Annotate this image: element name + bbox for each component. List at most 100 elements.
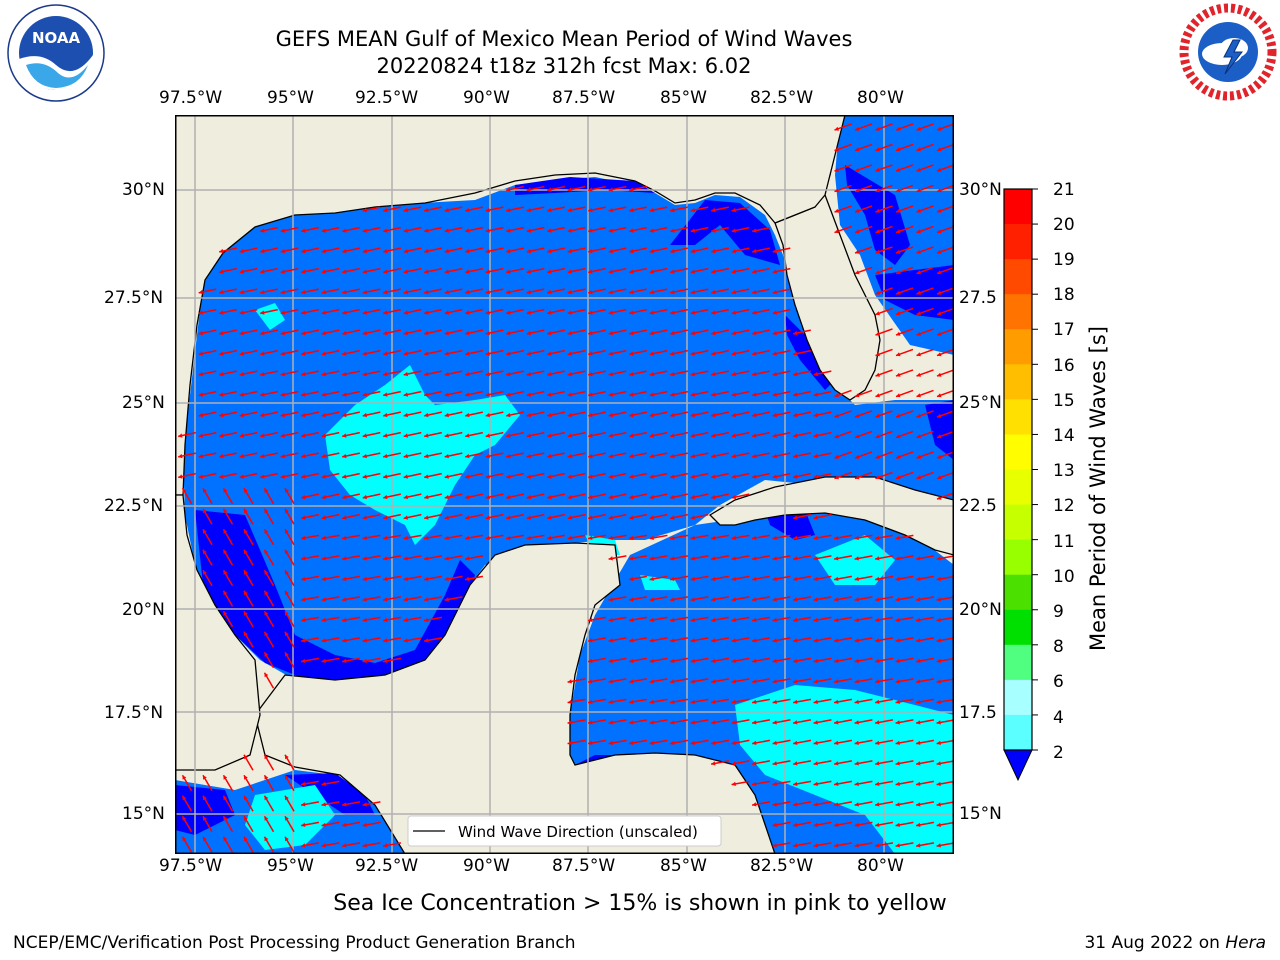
- wave-arrow-head: [649, 269, 654, 274]
- wave-arrow-head: [916, 413, 921, 418]
- wave-arrow-head: [895, 679, 900, 684]
- wave-arrow-head: [588, 658, 593, 663]
- wave-arrow-head: [813, 371, 818, 377]
- wave-arrow-head: [239, 269, 244, 274]
- wave-arrow-head: [301, 822, 306, 827]
- wave-arrow-head: [588, 535, 593, 540]
- lat-tick-right: 22.5: [959, 496, 997, 516]
- cuba: [708, 476, 954, 556]
- wave-arrow-head: [219, 269, 224, 274]
- colorbar-tick: 14: [1053, 426, 1075, 446]
- wave-arrow-head: [424, 474, 429, 479]
- wave-arrow-head: [711, 474, 716, 479]
- wave-arrow-head: [567, 494, 572, 500]
- wave-arrow-head: [690, 453, 695, 459]
- wave-arrow-head: [895, 720, 900, 725]
- wave-arrow-head: [264, 775, 269, 780]
- wave-arrow-head: [916, 576, 921, 581]
- wave-arrow-head: [239, 371, 244, 377]
- date-stamp: 31 Aug 2022 on Hera: [1084, 933, 1266, 953]
- wave-arrow-head: [834, 740, 839, 745]
- wave-arrow-head: [752, 740, 757, 745]
- colorbar-bin: [1004, 329, 1032, 365]
- wave-arrow-head: [260, 433, 265, 438]
- wave-arrow-head: [936, 576, 941, 581]
- wave-arrow-head: [896, 413, 901, 418]
- wave-arrow-head: [752, 453, 757, 459]
- wave-arrow-head: [752, 617, 757, 622]
- wave-arrow-head: [444, 556, 449, 561]
- colorbar-bin: [1004, 679, 1032, 716]
- wave-arrow-head: [588, 720, 593, 725]
- wave-arrow-head: [485, 371, 490, 377]
- wave-arrow-head: [854, 576, 859, 581]
- wave-arrow-head: [383, 474, 388, 479]
- wave-arrow-head: [937, 352, 942, 357]
- wave-arrow-head: [690, 248, 695, 254]
- colorbar-bin: [1004, 574, 1032, 611]
- lon-tick-bottom: 90°W: [463, 856, 510, 876]
- wave-arrow-head: [711, 597, 716, 602]
- wave-arrow-head: [588, 351, 593, 356]
- wave-arrow-head: [506, 453, 511, 459]
- wave-arrow-head: [244, 508, 248, 514]
- wave-arrow-head: [485, 310, 490, 315]
- wave-arrow-head: [444, 248, 449, 254]
- wave-arrow-head: [506, 228, 511, 233]
- wave-arrow-head: [264, 570, 269, 575]
- wave-arrow-head: [223, 570, 228, 575]
- wave-arrow-head: [342, 535, 347, 540]
- wave-arrow-head: [444, 228, 449, 233]
- wave-arrow-head: [260, 330, 265, 336]
- wave-arrow-head: [526, 392, 531, 397]
- wave-arrow-head: [875, 535, 880, 540]
- wave-arrow-head: [649, 433, 654, 438]
- wave-arrow-head: [936, 761, 941, 766]
- wave-arrow-head: [219, 412, 224, 418]
- wave-arrow-head: [916, 679, 921, 684]
- wave-arrow-head: [937, 290, 942, 295]
- wave-arrow-head: [383, 289, 388, 295]
- wave-arrow-head: [203, 775, 207, 780]
- wave-arrow-head: [485, 289, 490, 295]
- wave-arrow-head: [342, 658, 347, 663]
- wave-arrow-head: [203, 508, 207, 514]
- wave-arrow-head: [711, 740, 716, 745]
- wave-arrow-head: [896, 188, 901, 193]
- wave-arrow-head: [444, 289, 449, 295]
- lon-tick-bottom: 92.5°W: [355, 856, 419, 876]
- wave-arrow-head: [362, 474, 367, 479]
- colorbar-bin: [1004, 539, 1032, 576]
- wave-arrow-head: [608, 412, 613, 418]
- wave-arrow-head: [936, 556, 941, 561]
- wave-arrow-head: [670, 658, 675, 663]
- wave-arrow-head: [547, 474, 552, 479]
- wave-arrow-head: [936, 740, 941, 745]
- wave-arrow-head: [321, 474, 326, 479]
- wave-arrow-head: [649, 597, 654, 602]
- wave-arrow-head: [203, 795, 207, 801]
- wave-arrow-head: [403, 310, 408, 315]
- wave-arrow-head: [264, 795, 269, 801]
- colorbar-tick: 6: [1053, 672, 1064, 692]
- wave-arrow-head: [834, 556, 839, 561]
- wave-arrow-head: [424, 228, 429, 233]
- wave-arrow-head: [813, 453, 818, 459]
- wave-arrow-head: [465, 412, 470, 418]
- wave-arrow-head: [198, 433, 203, 438]
- wave-arrow-head: [855, 249, 860, 254]
- wave-arrow-head: [321, 658, 326, 663]
- wave-arrow-head: [485, 433, 490, 438]
- wave-arrow-head: [506, 207, 511, 213]
- wave-arrow-head: [772, 248, 777, 254]
- wave-arrow-head: [690, 638, 695, 643]
- wave-arrow-head: [362, 802, 367, 807]
- wave-arrow-head: [916, 290, 921, 295]
- colorbar-bin: [1004, 189, 1032, 225]
- wave-arrow-head: [670, 494, 675, 500]
- wave-arrow-head: [444, 371, 449, 377]
- wave-arrow-head: [280, 371, 285, 377]
- wave-arrow-head: [629, 679, 634, 684]
- wave-arrow-head: [444, 494, 449, 500]
- wave-arrow-head: [813, 474, 818, 479]
